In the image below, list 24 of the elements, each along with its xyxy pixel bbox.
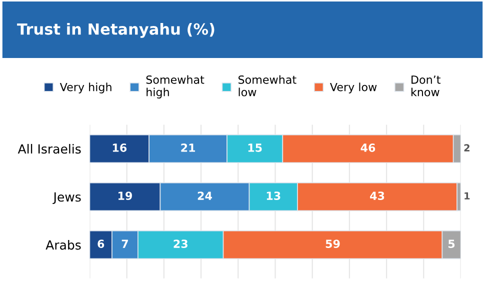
data-label: 23: [174, 240, 188, 248]
data-label: 46: [360, 144, 376, 152]
y-tick-label: Arabs: [46, 240, 81, 250]
data-label: 16: [112, 144, 127, 152]
data-label: 7: [122, 240, 128, 248]
data-label: 6: [98, 240, 104, 248]
data-label: 15: [248, 144, 262, 152]
data-label: 5: [448, 240, 455, 248]
y-tick-label: All Israelis: [18, 144, 81, 154]
chart-title: Trust in Netanyahu (%): [17, 22, 214, 38]
data-label: 2: [464, 144, 470, 152]
legend-label: Somewhat low: [238, 75, 296, 96]
data-label: 43: [370, 192, 384, 200]
legend-label: Don’t know: [411, 76, 440, 96]
data-label: 24: [198, 192, 212, 200]
data-label: 19: [118, 192, 132, 200]
data-label: 21: [181, 144, 196, 152]
legend-label: Very high: [60, 82, 112, 94]
data-label: 13: [266, 192, 280, 200]
data-label: 59: [326, 240, 340, 248]
data-label: 1: [464, 192, 470, 200]
legend-label: Somewhat high: [146, 75, 204, 98]
legend-label: Very low: [330, 82, 377, 94]
y-tick-label: Jews: [52, 192, 81, 204]
